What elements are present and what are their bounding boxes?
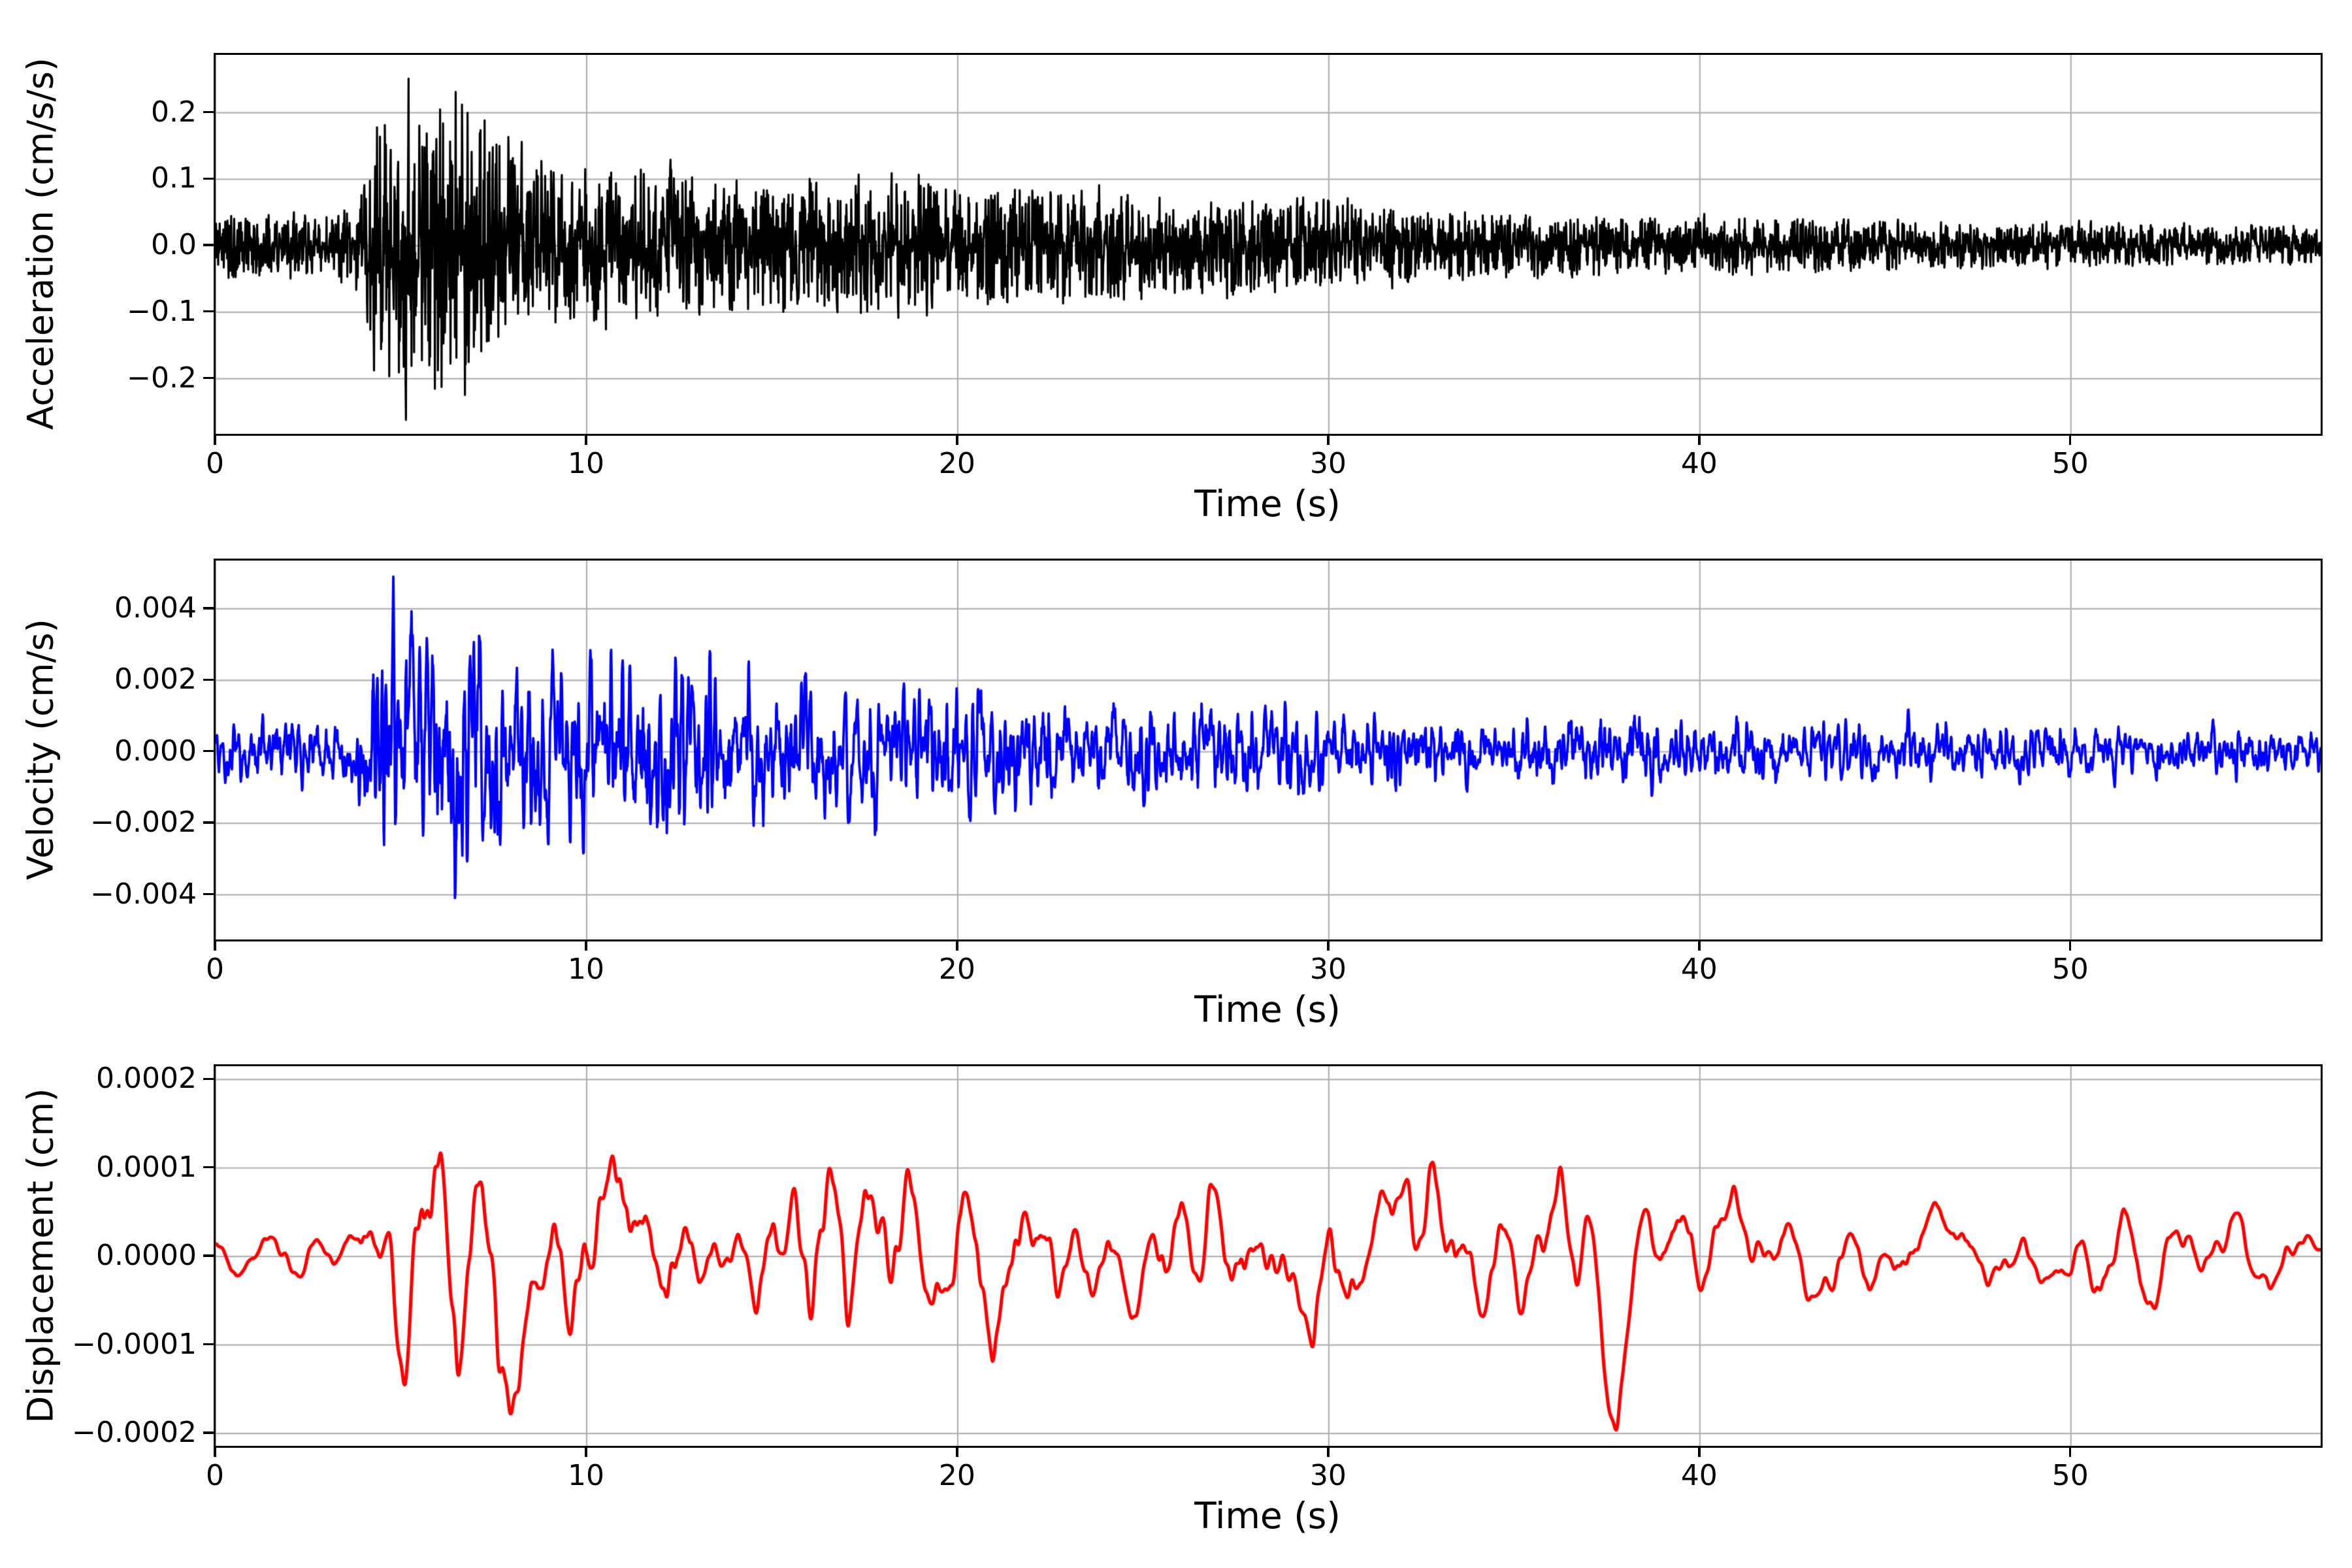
x-tick-label: 20 — [938, 446, 975, 480]
x-tick-label: 10 — [567, 446, 604, 480]
y-tick-label: −0.0001 — [72, 1327, 197, 1361]
y-tick-mark — [203, 1254, 214, 1257]
x-tick-label: 10 — [567, 1458, 604, 1492]
y-tick-label: 0.0001 — [96, 1150, 197, 1184]
x-tick-mark — [214, 434, 216, 445]
x-tick-mark — [2069, 1446, 2072, 1457]
y-tick-mark — [203, 750, 214, 753]
x-tick-label: 50 — [2051, 952, 2089, 986]
x-tick-mark — [585, 939, 587, 951]
y-tick-label: −0.002 — [90, 806, 197, 840]
x-tick-label: 50 — [2051, 1458, 2089, 1492]
y-tick-label: 0.000 — [114, 734, 197, 768]
y-tick-label: 0.0 — [151, 228, 197, 262]
x-tick-label: 30 — [1309, 1458, 1347, 1492]
y-tick-label: −0.004 — [90, 877, 197, 911]
y-tick-label: 0.0000 — [96, 1239, 197, 1273]
x-tick-mark — [1698, 939, 1701, 951]
x-tick-mark — [956, 434, 958, 445]
x-tick-label: 10 — [567, 952, 604, 986]
x-tick-label: 30 — [1309, 952, 1347, 986]
x-axis-label-velocity: Time (s) — [1194, 988, 1341, 1030]
y-axis-label-acceleration: Acceleration (cm/s/s) — [20, 57, 61, 430]
y-tick-mark — [203, 244, 214, 246]
y-axis-label-displacement: Displacement (cm) — [20, 1088, 61, 1423]
x-tick-mark — [956, 939, 958, 951]
x-tick-label: 20 — [938, 952, 975, 986]
velocity-waveform-canvas — [216, 561, 2321, 940]
x-tick-label: 50 — [2051, 446, 2089, 480]
y-tick-mark — [203, 607, 214, 610]
y-tick-label: 0.004 — [114, 591, 197, 625]
x-tick-label: 40 — [1680, 1458, 1718, 1492]
y-tick-label: 0.0002 — [96, 1062, 197, 1096]
x-tick-mark — [1698, 1446, 1701, 1457]
x-axis-label-acceleration: Time (s) — [1194, 483, 1341, 525]
x-tick-mark — [1327, 434, 1330, 445]
y-tick-mark — [203, 892, 214, 896]
acceleration-plot-area — [214, 53, 2323, 436]
y-tick-mark — [203, 1343, 214, 1346]
y-tick-label: 0.2 — [151, 95, 197, 129]
x-axis-label-displacement: Time (s) — [1194, 1495, 1341, 1537]
y-tick-mark — [203, 376, 214, 380]
y-tick-mark — [203, 110, 214, 114]
x-tick-mark — [585, 434, 587, 445]
y-tick-mark — [203, 821, 214, 824]
y-tick-label: −0.0002 — [72, 1416, 197, 1450]
x-tick-label: 20 — [938, 1458, 975, 1492]
displacement-waveform-canvas — [216, 1066, 2321, 1446]
x-tick-mark — [1327, 939, 1330, 951]
x-tick-mark — [214, 1446, 216, 1457]
y-tick-mark — [203, 678, 214, 681]
acceleration-waveform-canvas — [216, 55, 2321, 434]
x-tick-mark — [585, 1446, 587, 1457]
x-tick-label: 0 — [206, 446, 224, 480]
y-axis-label-velocity: Velocity (cm/s) — [20, 619, 61, 880]
x-tick-mark — [1698, 434, 1701, 445]
x-tick-label: 0 — [206, 1458, 224, 1492]
x-tick-label: 0 — [206, 952, 224, 986]
y-tick-mark — [203, 1166, 214, 1169]
y-tick-mark — [203, 177, 214, 180]
x-tick-mark — [214, 939, 216, 951]
x-tick-mark — [2069, 939, 2072, 951]
x-tick-mark — [956, 1446, 958, 1457]
y-tick-label: −0.1 — [127, 294, 197, 328]
y-tick-label: 0.1 — [151, 161, 197, 195]
x-tick-label: 40 — [1680, 446, 1718, 480]
velocity-plot-area — [214, 559, 2323, 942]
x-tick-label: 40 — [1680, 952, 1718, 986]
y-tick-mark — [203, 310, 214, 313]
y-tick-mark — [203, 1077, 214, 1080]
x-tick-label: 30 — [1309, 446, 1347, 480]
y-tick-label: −0.2 — [127, 361, 197, 395]
y-tick-mark — [203, 1431, 214, 1434]
displacement-plot-area — [214, 1064, 2323, 1448]
x-tick-mark — [1327, 1446, 1330, 1457]
y-tick-label: 0.002 — [114, 662, 197, 696]
x-tick-mark — [2069, 434, 2072, 445]
